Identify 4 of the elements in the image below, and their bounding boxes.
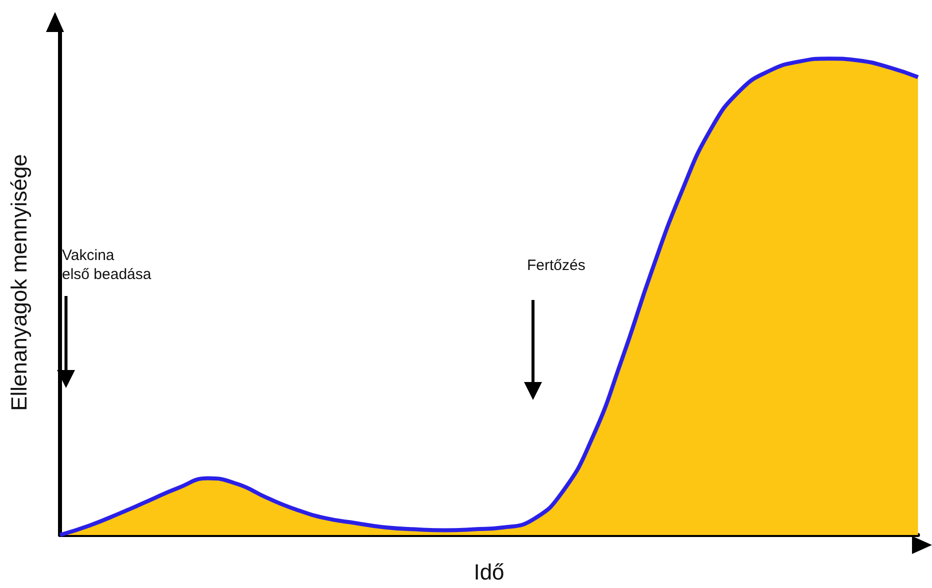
y-axis-title: Ellenanyagok mennyisége [6, 154, 32, 411]
x-axis-title: Idő [474, 560, 504, 584]
annotation: Vakcina első beadása [62, 246, 152, 284]
annotation: Fertőzés [527, 256, 586, 275]
